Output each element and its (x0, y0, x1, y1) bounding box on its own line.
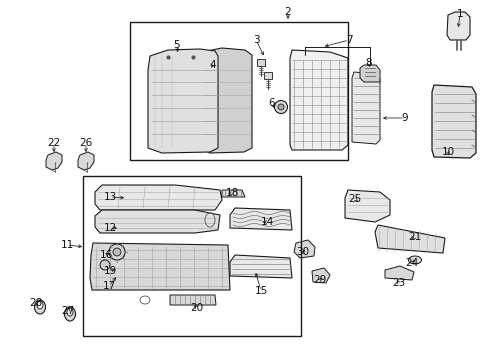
Text: 17: 17 (102, 281, 115, 291)
Text: 23: 23 (391, 278, 405, 288)
Text: 16: 16 (99, 250, 112, 260)
Polygon shape (229, 255, 291, 278)
Text: 13: 13 (103, 192, 116, 202)
Bar (130, 22, 347, 160)
Text: 3: 3 (252, 35, 259, 45)
Polygon shape (170, 295, 216, 305)
Text: 20: 20 (190, 303, 203, 313)
Polygon shape (46, 152, 62, 170)
Text: 1: 1 (456, 9, 462, 19)
Text: 6: 6 (268, 98, 275, 108)
Polygon shape (229, 208, 291, 230)
Text: 15: 15 (254, 286, 267, 296)
Text: 29: 29 (313, 275, 326, 285)
Ellipse shape (407, 256, 421, 264)
Circle shape (100, 260, 110, 270)
Polygon shape (293, 240, 314, 258)
Polygon shape (78, 152, 94, 170)
Polygon shape (257, 59, 264, 66)
Ellipse shape (35, 300, 45, 314)
Text: 19: 19 (103, 266, 116, 276)
Polygon shape (222, 190, 244, 197)
Polygon shape (446, 12, 469, 40)
Polygon shape (95, 210, 220, 233)
Polygon shape (264, 72, 271, 79)
Ellipse shape (37, 301, 43, 309)
Text: 5: 5 (173, 40, 180, 50)
Polygon shape (311, 268, 329, 283)
Text: 12: 12 (103, 223, 116, 233)
Polygon shape (289, 50, 347, 150)
Circle shape (113, 248, 121, 256)
Ellipse shape (67, 308, 73, 316)
Polygon shape (200, 48, 251, 153)
Text: 27: 27 (61, 306, 75, 316)
Polygon shape (374, 225, 444, 253)
Text: 11: 11 (60, 240, 74, 250)
Circle shape (274, 100, 287, 113)
Polygon shape (351, 72, 379, 144)
Text: 26: 26 (79, 138, 92, 148)
Polygon shape (95, 185, 222, 210)
Text: 28: 28 (29, 298, 42, 308)
Text: 4: 4 (209, 60, 216, 70)
Text: 8: 8 (365, 58, 371, 68)
Text: 22: 22 (47, 138, 61, 148)
Text: 24: 24 (405, 258, 418, 268)
Circle shape (109, 244, 125, 260)
Text: 18: 18 (225, 188, 238, 198)
Text: 9: 9 (401, 113, 407, 123)
Text: 21: 21 (407, 232, 421, 242)
Polygon shape (359, 65, 379, 82)
Text: 10: 10 (441, 147, 454, 157)
Text: 25: 25 (347, 194, 361, 204)
Text: 14: 14 (260, 217, 273, 227)
Polygon shape (90, 243, 229, 290)
Polygon shape (148, 49, 218, 153)
Ellipse shape (64, 307, 75, 321)
Polygon shape (431, 85, 475, 158)
Polygon shape (345, 190, 389, 222)
Circle shape (278, 104, 284, 110)
Polygon shape (384, 266, 413, 280)
Text: 2: 2 (284, 7, 291, 17)
Bar (83, 176, 301, 336)
Text: 30: 30 (296, 247, 309, 257)
Text: 7: 7 (345, 35, 351, 45)
